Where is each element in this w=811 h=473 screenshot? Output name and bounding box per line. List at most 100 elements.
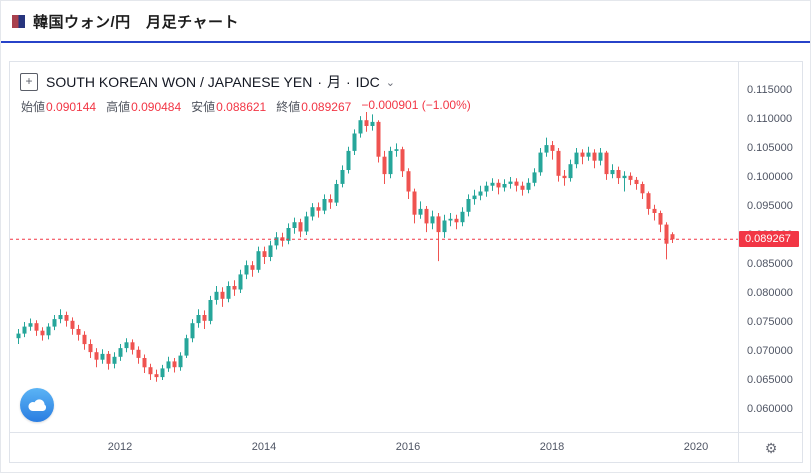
candle-body bbox=[136, 349, 141, 358]
price-axis[interactable]: 0.115000 0.110000 0.105000 0.100000 0.095000… bbox=[738, 62, 803, 432]
candle-body bbox=[526, 182, 531, 190]
candle-body bbox=[502, 184, 507, 188]
candle-body bbox=[34, 323, 39, 331]
candle-body bbox=[202, 315, 207, 321]
price-axis-label: 0.065000 bbox=[747, 374, 793, 386]
candle-body bbox=[58, 315, 63, 320]
candle-body bbox=[286, 228, 291, 241]
candle-body bbox=[538, 152, 543, 173]
candle-body bbox=[214, 291, 219, 300]
candle-body bbox=[124, 342, 129, 349]
candle-body bbox=[532, 172, 537, 183]
candle-body bbox=[580, 152, 585, 157]
candle-body bbox=[604, 152, 609, 175]
candle-body bbox=[358, 120, 363, 134]
candle-body bbox=[622, 175, 627, 179]
page-header: 韓国ウォン/円 月足チャート bbox=[1, 1, 810, 43]
candle-body bbox=[142, 358, 147, 368]
tradingview-logo-button[interactable] bbox=[20, 388, 54, 422]
candle-body bbox=[184, 338, 189, 356]
separator-dot: · bbox=[317, 74, 322, 90]
price-axis-label: 0.085000 bbox=[747, 258, 793, 270]
candle-body bbox=[472, 195, 477, 200]
candle-body bbox=[496, 182, 501, 188]
low-pair: 安値0.088621 bbox=[191, 98, 266, 115]
candle-body bbox=[574, 152, 579, 165]
candle-body bbox=[418, 208, 423, 215]
candle-body bbox=[412, 191, 417, 215]
high-value: 0.090484 bbox=[131, 100, 182, 114]
price-axis-label: 0.105000 bbox=[747, 142, 793, 154]
candle-body bbox=[370, 121, 375, 126]
price-axis-label: 0.115000 bbox=[747, 84, 793, 96]
open-label: 始値 bbox=[21, 100, 46, 114]
price-axis-label: 0.060000 bbox=[747, 403, 793, 415]
candle-body bbox=[514, 181, 519, 186]
price-axis-label: 0.070000 bbox=[747, 345, 793, 357]
time-axis[interactable]: 2012 2014 2016 2018 2020 bbox=[10, 432, 738, 463]
chart-toolbar: + SOUTH KOREAN WON / JAPANESE YEN · 月 · … bbox=[20, 72, 395, 92]
close-pair: 終値0.089267 bbox=[276, 98, 351, 115]
candlestick-chart[interactable] bbox=[10, 62, 738, 432]
symbol-title-link[interactable]: SOUTH KOREAN WON / JAPANESE YEN · 月 · ID… bbox=[46, 72, 395, 92]
price-axis-label: 0.075000 bbox=[747, 316, 793, 328]
time-axis-label: 2018 bbox=[539, 441, 565, 453]
time-axis-label: 2020 bbox=[683, 441, 709, 453]
candle-body bbox=[334, 184, 339, 203]
candle-body bbox=[556, 150, 561, 176]
candle-body bbox=[400, 149, 405, 172]
low-value: 0.088621 bbox=[216, 100, 267, 114]
price-axis-label: 0.110000 bbox=[747, 113, 793, 125]
price-axis-label: 0.080000 bbox=[747, 287, 793, 299]
candle-body bbox=[616, 170, 621, 179]
price-axis-label: 0.095000 bbox=[747, 200, 793, 212]
time-axis-label: 2016 bbox=[395, 441, 421, 453]
candle-body bbox=[484, 185, 489, 192]
candle-body bbox=[94, 352, 99, 360]
symbol-title: SOUTH KOREAN WON / JAPANESE YEN bbox=[46, 74, 313, 90]
chart-widget: + SOUTH KOREAN WON / JAPANESE YEN · 月 · … bbox=[9, 61, 803, 463]
candle-body bbox=[190, 323, 195, 339]
candle-body bbox=[640, 184, 645, 194]
candle-body bbox=[430, 216, 435, 224]
candle-body bbox=[628, 175, 633, 180]
candle-body bbox=[346, 150, 351, 170]
candle-body bbox=[256, 251, 261, 270]
candle-body bbox=[316, 207, 321, 211]
candle-body bbox=[376, 121, 381, 157]
candle-body bbox=[466, 199, 471, 212]
candle-body bbox=[634, 179, 639, 184]
candle-body bbox=[130, 342, 135, 350]
open-pair: 始値0.090144 bbox=[21, 98, 96, 115]
candle-body bbox=[82, 334, 87, 345]
candle-body bbox=[490, 182, 495, 186]
candle-body bbox=[310, 207, 315, 217]
candle-body bbox=[322, 199, 327, 211]
gear-icon[interactable]: ⚙ bbox=[764, 439, 778, 456]
candle-body bbox=[220, 291, 225, 299]
candle-body bbox=[22, 326, 27, 334]
candle-body bbox=[610, 170, 615, 175]
candle-body bbox=[112, 356, 117, 364]
candle-body bbox=[226, 286, 231, 299]
candle-body bbox=[76, 329, 81, 335]
candle-body bbox=[304, 216, 309, 232]
candle-body bbox=[592, 152, 597, 161]
low-label: 安値 bbox=[191, 100, 216, 114]
candle-body bbox=[646, 193, 651, 209]
candle-body bbox=[562, 175, 567, 179]
candle-body bbox=[364, 120, 369, 126]
candle-body bbox=[658, 213, 663, 225]
candle-body bbox=[328, 199, 333, 203]
add-symbol-icon[interactable]: + bbox=[20, 73, 38, 91]
exchange-label: IDC bbox=[355, 74, 380, 90]
candle-body bbox=[196, 315, 201, 324]
open-value: 0.090144 bbox=[46, 100, 97, 114]
candle-body bbox=[238, 274, 243, 290]
korea-flag-icon bbox=[12, 14, 25, 28]
chevron-down-icon[interactable]: ⌄ bbox=[385, 76, 395, 89]
candle-body bbox=[274, 237, 279, 246]
candle-body bbox=[460, 211, 465, 223]
candle-body bbox=[64, 315, 69, 321]
